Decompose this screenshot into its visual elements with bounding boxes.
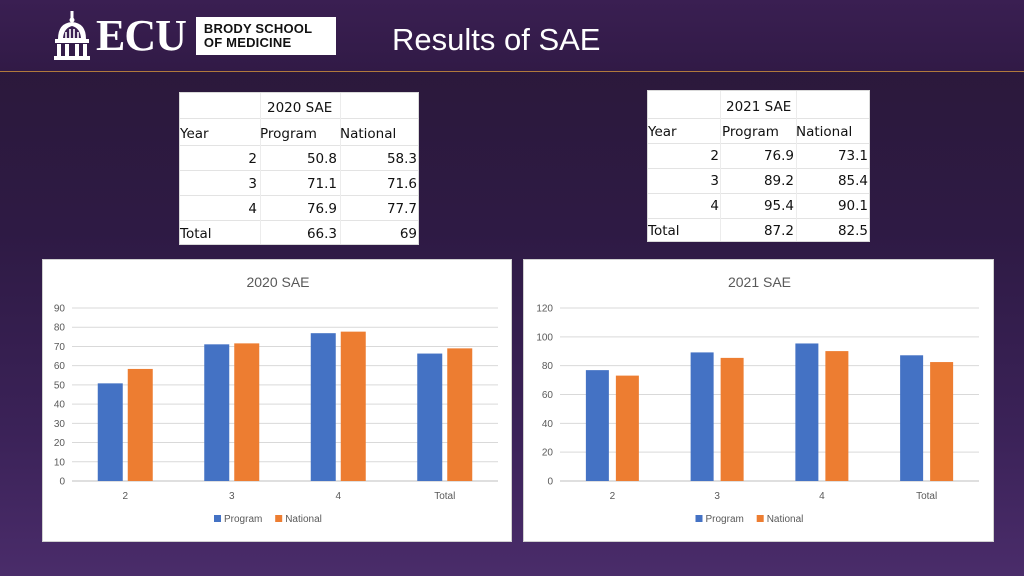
table-cell: 76.9: [763, 148, 794, 164]
bar-program-4: [310, 333, 336, 481]
table-caption: 2020 SAE: [267, 100, 333, 116]
table-cell: 77.7: [386, 201, 417, 217]
bar-national-4: [825, 351, 849, 481]
legend-label-national: National: [767, 514, 804, 525]
y-tick-label: 20: [542, 448, 554, 459]
y-tick-label: 10: [54, 457, 66, 468]
table-cell: 90.1: [837, 198, 868, 214]
y-tick-label: 60: [542, 390, 554, 401]
logo-line-2: OF MEDICINE: [203, 35, 292, 50]
table-cell: 82.5: [837, 223, 868, 239]
table-cell: 66.3: [306, 226, 337, 242]
x-tick-label: 3: [714, 491, 720, 502]
bar-program-4: [795, 343, 819, 481]
table-cell: 71.6: [386, 176, 417, 192]
table-cell: 71.1: [306, 176, 337, 192]
table-cell: 95.4: [763, 198, 794, 214]
col-header-program: Program: [260, 126, 317, 142]
header-bar: ECU BRODY SCHOOL OF MEDICINE Results of …: [0, 0, 1024, 72]
x-tick-label: 2: [122, 491, 128, 502]
table-cell: Total: [648, 223, 680, 239]
y-tick-label: 40: [542, 419, 554, 430]
y-tick-label: 60: [54, 361, 66, 372]
x-tick-label: Total: [916, 491, 937, 502]
y-tick-label: 120: [536, 304, 553, 315]
table-cell: 3: [710, 173, 719, 189]
page-title: Results of SAE: [392, 22, 601, 57]
logo-line-1: BRODY SCHOOL: [203, 21, 313, 36]
table-2020: 2020 SAE Year Program National 2 50.8 58…: [179, 92, 419, 245]
x-tick-label: 4: [335, 491, 341, 502]
y-tick-label: 50: [54, 380, 66, 391]
bar-national-3: [234, 343, 260, 481]
legend-swatch-national: [756, 515, 764, 522]
chart-title: 2021 SAE: [728, 274, 791, 290]
y-tick-label: 30: [54, 419, 66, 430]
table-cell: 3: [248, 176, 257, 192]
table-cell: 87.2: [763, 223, 794, 239]
bar-program-total: [417, 353, 443, 481]
y-tick-label: 70: [54, 342, 66, 353]
bar-national-2: [615, 375, 639, 481]
x-tick-label: 2: [610, 491, 616, 502]
legend-swatch-program: [695, 515, 703, 522]
table-cell: 73.1: [837, 148, 868, 164]
bar-national-total: [930, 362, 954, 481]
bar-program-3: [690, 352, 714, 481]
x-tick-label: Total: [434, 491, 455, 502]
chart-2020: 2020 SAE 0 10 20 30 40 50 60 70 80 90 2 3 4 Total Progr…: [54, 274, 498, 525]
table-2021: 2021 SAE Year Program National 2 76.9 73…: [647, 90, 870, 242]
legend-label-program: Program: [706, 514, 744, 525]
y-tick-label: 80: [54, 323, 66, 334]
table-cell: 4: [710, 198, 719, 214]
bar-program-total: [900, 355, 924, 481]
col-header-program: Program: [722, 124, 779, 140]
table-cell: 2: [710, 148, 719, 164]
bar-program-3: [204, 344, 230, 481]
y-tick-label: 0: [547, 477, 553, 488]
table-cell: 76.9: [306, 201, 337, 217]
bar-national-2: [127, 368, 153, 481]
table-cell: 2: [248, 151, 257, 167]
bar-national-4: [340, 331, 366, 481]
table-cell: 4: [248, 201, 257, 217]
y-tick-label: 100: [536, 332, 553, 343]
chart-title: 2020 SAE: [246, 274, 309, 290]
table-cell: 85.4: [837, 173, 868, 189]
legend-swatch-national: [275, 515, 283, 522]
chart-2021: 2021 SAE 0 20 40 60 80 100 120 2 3 4 Total Program Na…: [536, 274, 979, 525]
y-tick-label: 80: [542, 361, 554, 372]
col-header-year: Year: [180, 126, 209, 142]
bar-program-2: [97, 383, 123, 481]
logo-ecu-text: ECU: [96, 11, 187, 60]
y-tick-label: 40: [54, 400, 66, 411]
legend-swatch-program: [214, 515, 221, 522]
x-tick-label: 3: [229, 491, 235, 502]
col-header-year: Year: [648, 124, 677, 140]
table-caption: 2021 SAE: [726, 99, 792, 115]
logo-school-box: BRODY SCHOOL OF MEDICINE: [195, 17, 336, 55]
y-tick-label: 90: [54, 304, 66, 315]
x-tick-label: 4: [819, 491, 825, 502]
legend-label-program: Program: [224, 514, 262, 525]
table-cell: 50.8: [306, 151, 337, 167]
ecu-logo: ECU BRODY SCHOOL OF MEDICINE: [52, 10, 336, 62]
bar-program-2: [585, 370, 609, 481]
y-tick-label: 0: [59, 477, 65, 488]
table-cell: 58.3: [386, 151, 417, 167]
chart-2020-panel: 2020 SAE 0 10 20 30 40 50 60 70 80 90 2 3 4 Total Progr…: [42, 259, 512, 542]
col-header-national: National: [340, 126, 397, 142]
chart-2021-panel: 2021 SAE 0 20 40 60 80 100 120 2 3 4 Total Program Na…: [523, 259, 994, 542]
bar-national-3: [720, 357, 744, 481]
bar-national-total: [447, 348, 473, 481]
table-cell: 89.2: [763, 173, 794, 189]
table-cell: 69: [399, 226, 417, 242]
legend-label-national: National: [285, 514, 322, 525]
col-header-national: National: [796, 124, 853, 140]
table-cell: Total: [180, 226, 212, 242]
y-tick-label: 20: [54, 438, 66, 449]
cupola-icon: [54, 11, 90, 60]
